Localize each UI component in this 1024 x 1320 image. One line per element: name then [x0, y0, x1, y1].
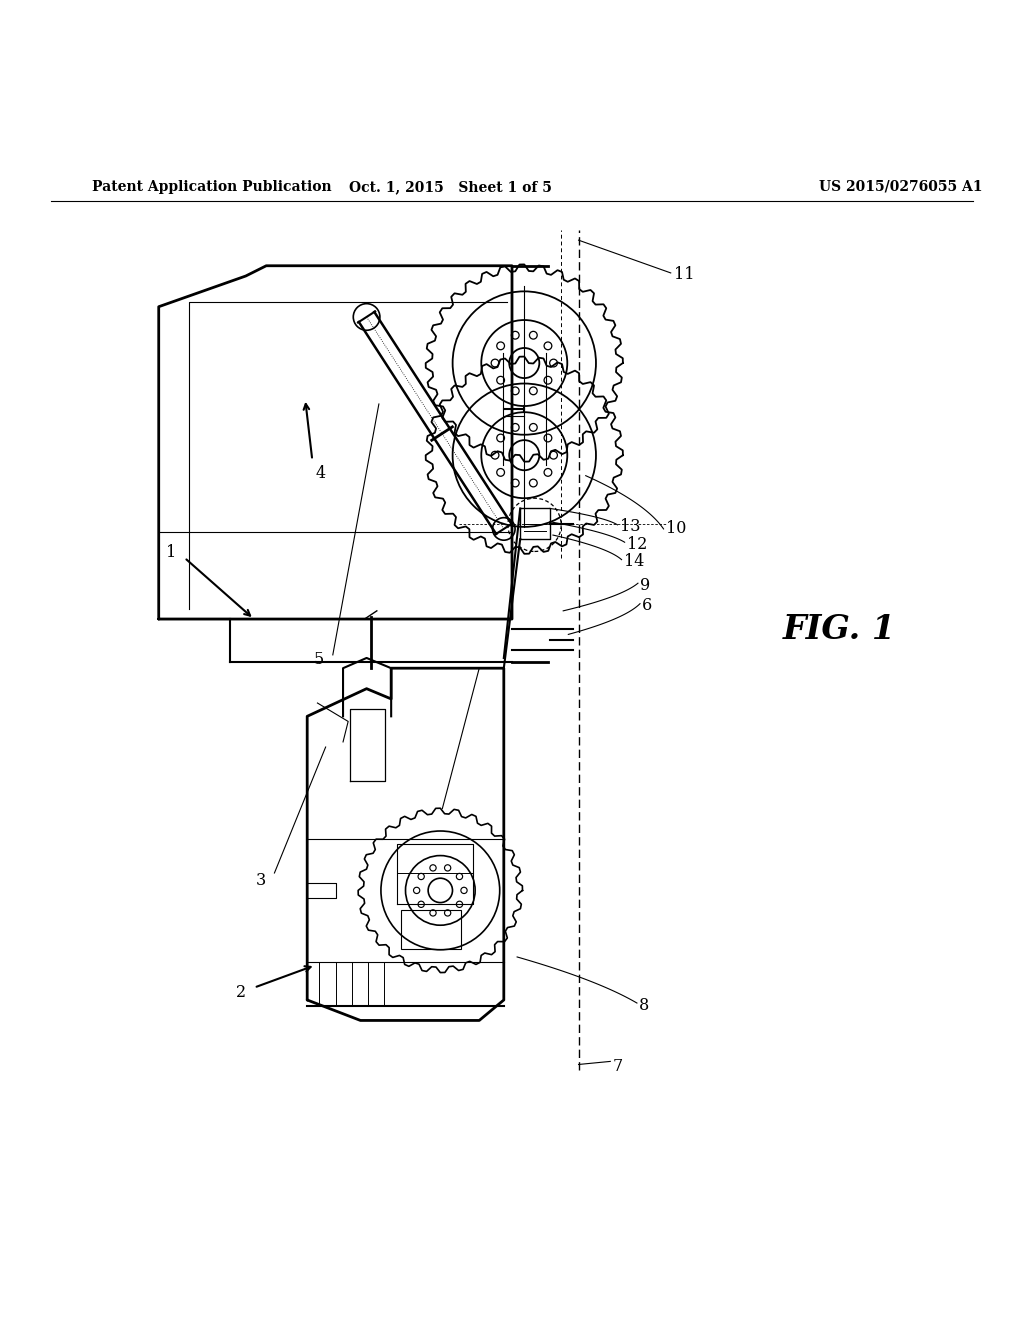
Text: Oct. 1, 2015   Sheet 1 of 5: Oct. 1, 2015 Sheet 1 of 5: [349, 180, 552, 194]
Text: 11: 11: [674, 267, 694, 284]
Text: 14: 14: [624, 553, 644, 570]
Text: 3: 3: [256, 871, 266, 888]
Text: 7: 7: [612, 1059, 623, 1074]
Text: US 2015/0276055 A1: US 2015/0276055 A1: [819, 180, 983, 194]
Text: 2: 2: [236, 985, 246, 1002]
Text: 8: 8: [639, 997, 649, 1014]
Text: 4: 4: [315, 466, 326, 482]
Text: Patent Application Publication: Patent Application Publication: [92, 180, 332, 194]
Text: FIG. 1: FIG. 1: [783, 612, 896, 645]
Text: 6: 6: [642, 597, 652, 614]
Text: 9: 9: [640, 577, 650, 594]
Text: 13: 13: [620, 519, 640, 536]
Text: 5: 5: [313, 652, 324, 668]
Text: 10: 10: [666, 520, 686, 537]
Text: 12: 12: [627, 536, 647, 553]
Text: 1: 1: [166, 544, 176, 561]
